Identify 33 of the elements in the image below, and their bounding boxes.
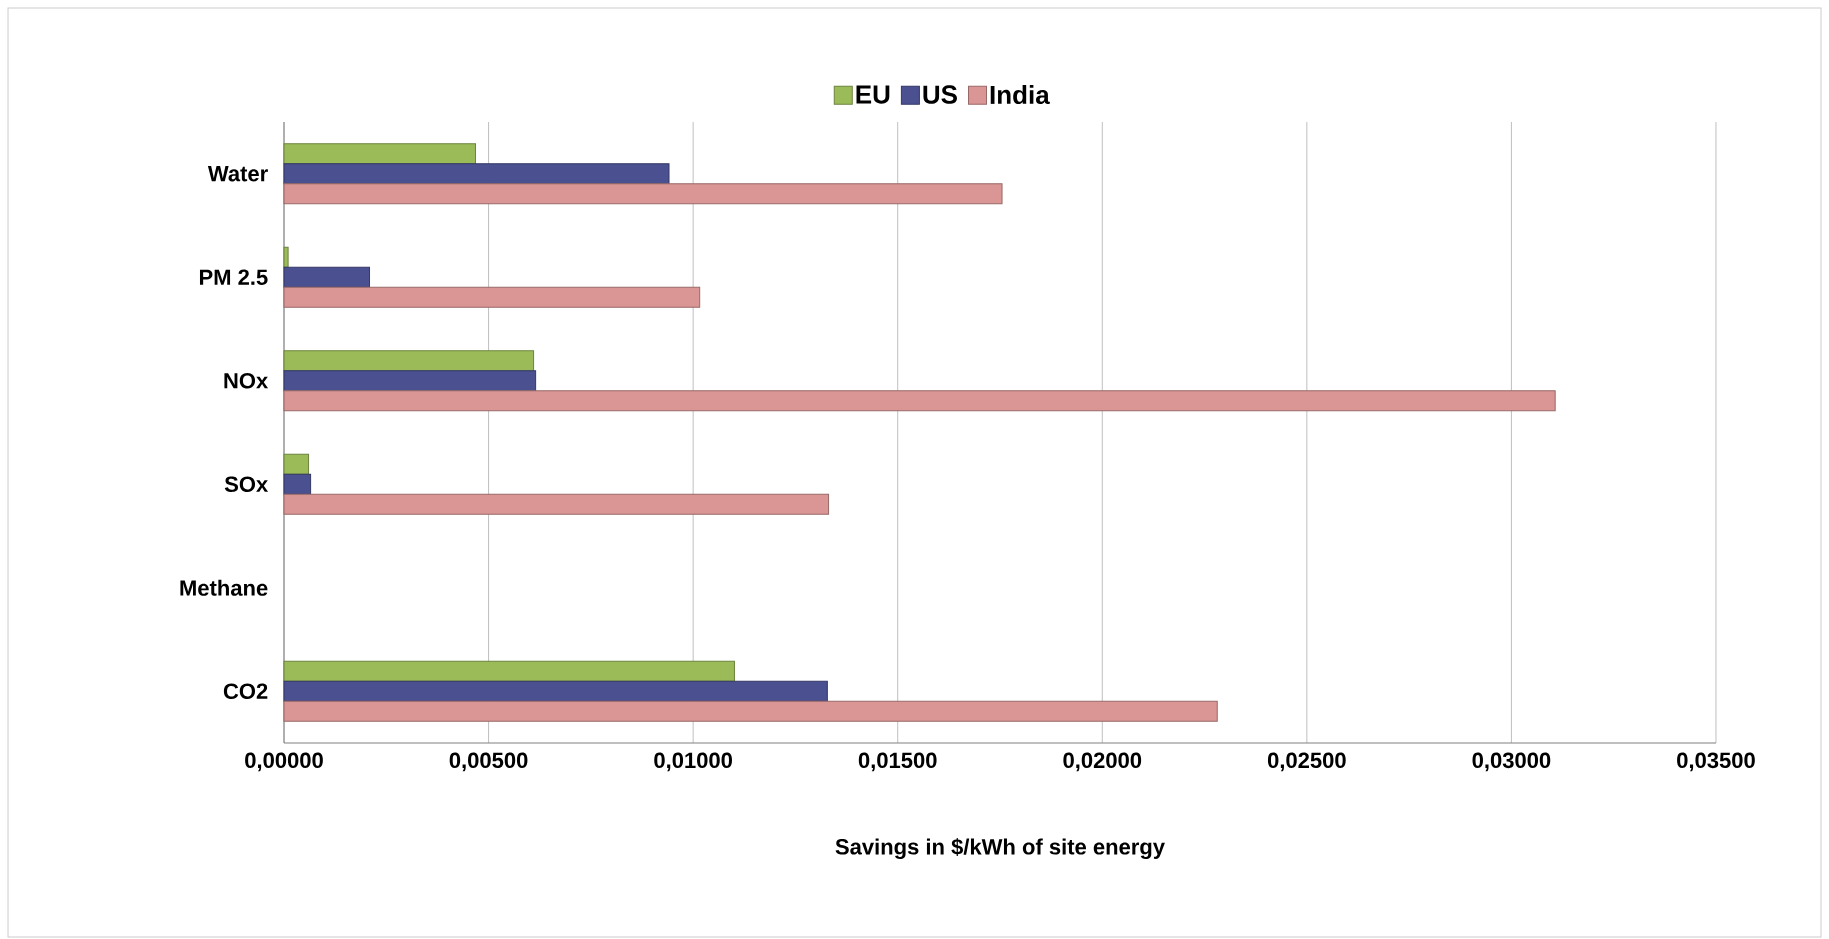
- bar: [283, 390, 1556, 412]
- y-tick-label: CO2: [223, 683, 268, 700]
- bar: [283, 660, 735, 682]
- legend-label: India: [990, 85, 1050, 105]
- x-tick-label: 0,01500: [858, 752, 937, 772]
- y-tick-label: Water: [207, 166, 268, 182]
- bar: [283, 370, 537, 392]
- bar: [283, 183, 1003, 205]
- y-tick-label: SOx: [224, 476, 269, 493]
- bar: [283, 163, 670, 185]
- y-tick-label: PM 2.5: [199, 269, 268, 286]
- bar: [283, 473, 312, 495]
- x-tick-label: 0,02000: [1063, 752, 1142, 772]
- x-tick-label: 0,00000: [245, 752, 323, 772]
- x-tick-label: 0,00500: [449, 752, 528, 772]
- bar: [283, 493, 830, 515]
- bar: [283, 266, 371, 288]
- x-tick-label: 0,03000: [1472, 752, 1551, 772]
- bar: [283, 350, 535, 372]
- bar: [283, 246, 289, 268]
- bar: [283, 143, 476, 165]
- bar: [283, 286, 701, 308]
- x-tick-label: 0,03500: [1677, 752, 1755, 772]
- bar: [283, 680, 828, 702]
- x-tick-label: 0,01000: [654, 752, 732, 772]
- x-axis-title: Savings in $/kWh of site energy: [835, 838, 1165, 860]
- y-tick-label: Methane: [180, 579, 268, 596]
- x-tick-label: 0,02500: [1267, 752, 1346, 772]
- legend-label: EU: [856, 85, 890, 104]
- y-tick-label: NOx: [224, 372, 269, 389]
- legend-label: US: [923, 85, 957, 104]
- bar: [283, 700, 1218, 722]
- bar: [283, 453, 310, 475]
